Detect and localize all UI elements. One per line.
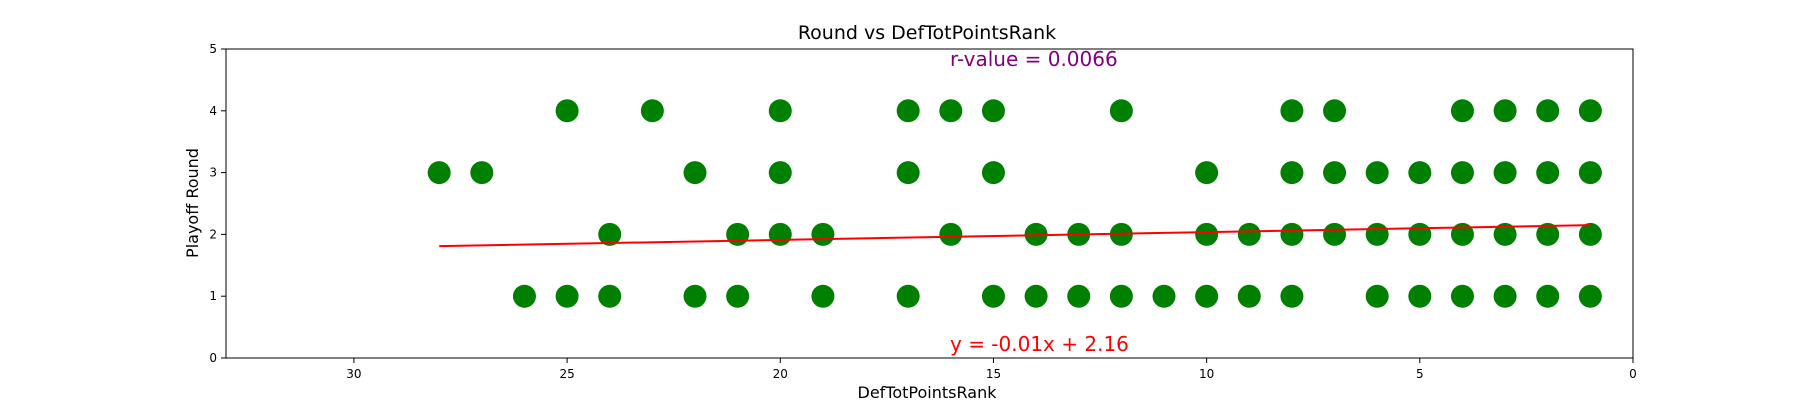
- tick-layer: 30 25 20 15 10 5 0 0 1 2 3 4 5: [209, 42, 1636, 381]
- data-point: [512, 284, 536, 308]
- data-point: [1195, 161, 1219, 185]
- data-point: [1536, 222, 1560, 246]
- data-point: [1280, 99, 1304, 123]
- data-point: [1152, 284, 1176, 308]
- regression-equation-annotation: y = -0.01x + 2.16: [950, 332, 1129, 356]
- data-point: [1450, 161, 1474, 185]
- x-tick-label: 0: [1629, 367, 1637, 381]
- regression-layer: [439, 224, 1591, 248]
- data-point: [1536, 161, 1560, 185]
- x-tick-label: 20: [773, 367, 788, 381]
- y-axis-label: Playoff Round: [183, 148, 202, 258]
- data-point: [1195, 284, 1219, 308]
- data-point: [726, 222, 750, 246]
- data-point: [1365, 161, 1389, 185]
- data-point: [1067, 284, 1091, 308]
- data-point: [1408, 284, 1432, 308]
- data-point: [555, 284, 579, 308]
- data-point: [1578, 161, 1602, 185]
- data-point: [896, 161, 920, 185]
- data-point: [1109, 99, 1133, 123]
- x-axis-label: DefTotPointsRank: [858, 383, 998, 400]
- data-point: [598, 284, 622, 308]
- y-tick-label: 2: [209, 227, 217, 241]
- y-tick-label: 3: [209, 166, 217, 180]
- data-point: [1280, 222, 1304, 246]
- x-tick-label: 5: [1416, 367, 1424, 381]
- data-point: [1237, 222, 1261, 246]
- data-point: [1450, 222, 1474, 246]
- y-tick-label: 0: [209, 351, 217, 365]
- data-point: [768, 222, 792, 246]
- data-point: [1493, 222, 1517, 246]
- data-point: [683, 284, 707, 308]
- data-point: [768, 99, 792, 123]
- y-tick-label: 1: [209, 289, 217, 303]
- data-point: [1493, 99, 1517, 123]
- data-point: [981, 161, 1005, 185]
- data-point: [555, 99, 579, 123]
- data-point: [1578, 99, 1602, 123]
- points-layer: [427, 99, 1602, 308]
- data-point: [1280, 284, 1304, 308]
- data-point: [768, 161, 792, 185]
- data-point: [726, 284, 750, 308]
- data-point: [470, 161, 494, 185]
- x-tick-label: 15: [986, 367, 1001, 381]
- data-point: [1323, 99, 1347, 123]
- chart-title: Round vs DefTotPointsRank: [798, 22, 1056, 44]
- data-point: [939, 99, 963, 123]
- data-point: [1493, 284, 1517, 308]
- data-point: [427, 161, 451, 185]
- data-point: [1408, 161, 1432, 185]
- data-point: [1280, 161, 1304, 185]
- r-value-annotation: r-value = 0.0066: [950, 47, 1118, 71]
- data-point: [981, 99, 1005, 123]
- data-point: [1578, 222, 1602, 246]
- data-point: [896, 99, 920, 123]
- data-point: [1195, 222, 1219, 246]
- data-point: [1365, 284, 1389, 308]
- data-point: [981, 284, 1005, 308]
- data-point: [1365, 222, 1389, 246]
- data-point: [811, 284, 835, 308]
- data-point: [1450, 99, 1474, 123]
- data-point: [598, 222, 622, 246]
- x-tick-label: 30: [346, 367, 361, 381]
- data-point: [1450, 284, 1474, 308]
- data-point: [1536, 284, 1560, 308]
- data-point: [1323, 222, 1347, 246]
- x-tick-label: 25: [559, 367, 574, 381]
- data-point: [1323, 161, 1347, 185]
- data-point: [1536, 99, 1560, 123]
- data-point: [1237, 284, 1261, 308]
- data-point: [683, 161, 707, 185]
- data-point: [939, 222, 963, 246]
- data-point: [896, 284, 920, 308]
- data-point: [640, 99, 664, 123]
- data-point: [1578, 284, 1602, 308]
- data-point: [1024, 284, 1048, 308]
- data-point: [1109, 284, 1133, 308]
- y-tick-label: 4: [209, 104, 217, 118]
- x-tick-label: 10: [1199, 367, 1214, 381]
- data-point: [1493, 161, 1517, 185]
- plot-frame: [225, 48, 1634, 359]
- data-point: [811, 222, 835, 246]
- y-tick-label: 5: [209, 42, 217, 56]
- regression-line: [439, 224, 1591, 248]
- data-point: [1408, 222, 1432, 246]
